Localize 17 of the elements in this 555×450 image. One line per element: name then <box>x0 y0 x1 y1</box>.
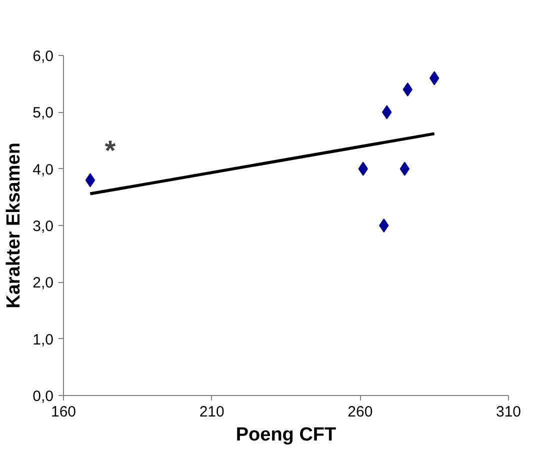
y-axis-title: Karakter Eksamen <box>4 142 25 308</box>
y-tick-label: 0,0 <box>32 388 54 405</box>
y-tick-label: 3,0 <box>32 218 54 235</box>
x-tick-label: 210 <box>199 404 224 420</box>
x-axis-title: Poeng CFT <box>236 424 337 446</box>
x-tick-label: 310 <box>496 404 522 420</box>
y-tick-label: 6,0 <box>32 48 54 65</box>
x-tick-label: 260 <box>348 404 373 420</box>
point <box>85 173 96 188</box>
y-tick-label: 4,0 <box>32 161 54 178</box>
point <box>402 82 412 96</box>
annotation: * <box>104 135 116 166</box>
y-tick-label: 5,0 <box>32 104 54 122</box>
y-tick-label: 2,0 <box>32 274 54 292</box>
y-tick-label: 1,0 <box>32 331 54 348</box>
x-tick-label: 160 <box>50 404 76 420</box>
point <box>379 218 389 232</box>
